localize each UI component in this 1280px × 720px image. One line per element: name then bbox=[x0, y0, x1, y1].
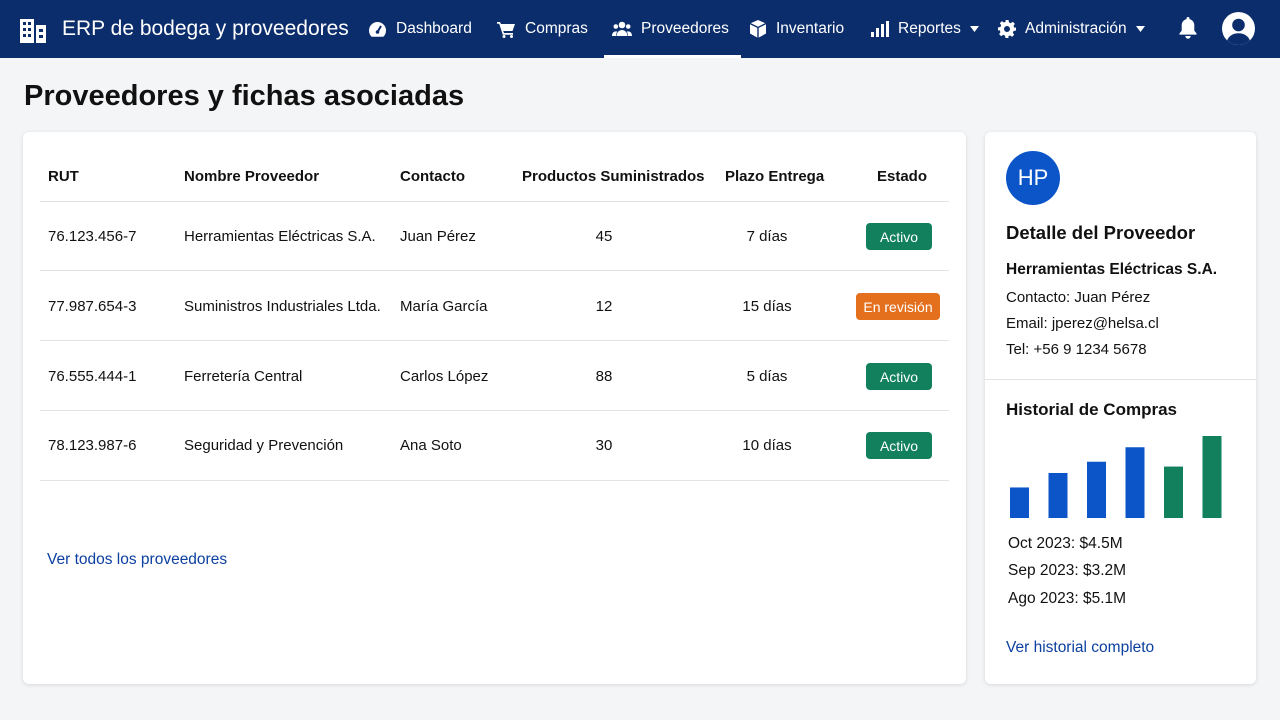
detail-heading: Detalle del Proveedor bbox=[1006, 222, 1196, 243]
status-badge: En revisión bbox=[856, 293, 940, 320]
chart-bar bbox=[1048, 472, 1068, 518]
user-avatar-icon[interactable] bbox=[1222, 12, 1255, 45]
row-divider bbox=[40, 480, 949, 481]
cell-lead-time: 15 días bbox=[742, 298, 792, 315]
history-month: Sep 2023: bbox=[1008, 562, 1079, 579]
chart-bar bbox=[1087, 461, 1106, 518]
top-navbar: ERP de bodega y proveedores Dashboard Co… bbox=[0, 0, 1280, 58]
chart-bar bbox=[1202, 436, 1222, 518]
nav-proveedores[interactable]: Proveedores bbox=[604, 0, 741, 58]
history-entry: Oct 2023: $4.5M bbox=[1008, 535, 1123, 553]
cell-lead-time: 7 días bbox=[746, 228, 788, 245]
chart-bar bbox=[1125, 447, 1145, 518]
nav-compras[interactable]: Compras bbox=[497, 0, 588, 58]
nav-administracion[interactable]: Administración bbox=[998, 0, 1154, 58]
nav-inventario-label: Inventario bbox=[776, 20, 845, 37]
history-month: Oct 2023: bbox=[1008, 535, 1076, 552]
nav-dashboard-label: Dashboard bbox=[396, 20, 472, 37]
brand[interactable]: ERP de bodega y proveedores bbox=[18, 0, 349, 58]
cell-rut: 78.123.987-6 bbox=[48, 437, 137, 454]
divider bbox=[985, 379, 1256, 380]
cell-products: 88 bbox=[595, 368, 613, 385]
purchase-history-chart bbox=[1010, 436, 1222, 518]
detail-contact: Contacto: Juan Pérez bbox=[1006, 289, 1151, 306]
row-divider bbox=[40, 410, 949, 411]
nav-inventario[interactable]: Inventario bbox=[749, 0, 844, 58]
suppliers-table-card bbox=[23, 132, 966, 684]
app-title: ERP de bodega y proveedores bbox=[62, 17, 349, 40]
nav-dashboard[interactable]: Dashboard bbox=[368, 0, 472, 58]
bar-chart-icon bbox=[871, 21, 898, 37]
cell-lead-time: 5 días bbox=[746, 368, 788, 385]
cell-name: Herramientas Eléctricas S.A. bbox=[184, 228, 376, 245]
cell-rut: 76.123.456-7 bbox=[48, 228, 137, 245]
nav-reportes[interactable]: Reportes bbox=[871, 0, 988, 58]
gauge-icon bbox=[368, 21, 396, 38]
history-amount: $3.2M bbox=[1083, 562, 1127, 579]
history-month: Ago 2023: bbox=[1008, 590, 1079, 607]
page-title: Proveedores y fichas asociadas bbox=[24, 80, 465, 112]
cell-products: 12 bbox=[595, 298, 613, 315]
cell-contact: Juan Pérez bbox=[400, 228, 476, 245]
row-divider bbox=[40, 201, 949, 202]
column-header-contact[interactable]: Contacto bbox=[400, 168, 465, 185]
row-divider bbox=[40, 340, 949, 341]
supplier-avatar: HP bbox=[1006, 151, 1060, 205]
detail-supplier-name: Herramientas Eléctricas S.A. bbox=[1006, 261, 1218, 278]
bell-icon[interactable] bbox=[1178, 17, 1198, 44]
cell-name: Ferretería Central bbox=[184, 368, 303, 385]
cell-contact: Ana Soto bbox=[400, 437, 462, 454]
chart-bar bbox=[1164, 466, 1183, 518]
supplier-detail-card bbox=[985, 132, 1256, 684]
detail-phone: Tel: +56 9 1234 5678 bbox=[1006, 341, 1147, 358]
nav-proveedores-label: Proveedores bbox=[641, 20, 729, 37]
view-all-suppliers-link[interactable]: Ver todos los proveedores bbox=[47, 551, 228, 568]
history-amount: $5.1M bbox=[1083, 590, 1127, 607]
cell-name: Seguridad y Prevención bbox=[184, 437, 344, 454]
status-badge: Activo bbox=[866, 363, 932, 390]
history-entry: Sep 2023: $3.2M bbox=[1008, 562, 1126, 580]
users-icon bbox=[612, 21, 641, 37]
cell-rut: 77.987.654-3 bbox=[48, 298, 137, 315]
row-divider bbox=[40, 270, 949, 271]
box-icon bbox=[749, 20, 776, 38]
cell-contact: Carlos López bbox=[400, 368, 489, 385]
column-header-lead-time[interactable]: Plazo Entrega bbox=[725, 168, 825, 185]
column-header-rut[interactable]: RUT bbox=[48, 168, 79, 185]
column-header-name[interactable]: Nombre Proveedor bbox=[184, 168, 320, 185]
gear-icon bbox=[998, 20, 1025, 38]
nav-compras-label: Compras bbox=[525, 20, 588, 37]
status-badge: Activo bbox=[866, 223, 932, 250]
cell-rut: 76.555.444-1 bbox=[48, 368, 137, 385]
cell-lead-time: 10 días bbox=[742, 437, 792, 454]
cell-contact: María García bbox=[400, 298, 488, 315]
history-entry: Ago 2023: $5.1M bbox=[1008, 590, 1126, 608]
nav-administracion-label: Administración bbox=[1025, 20, 1127, 37]
building-icon bbox=[18, 15, 48, 43]
column-header-status[interactable]: Estado bbox=[877, 168, 928, 185]
purchase-history-heading: Historial de Compras bbox=[1006, 400, 1177, 419]
chevron-down-icon bbox=[1135, 26, 1154, 32]
nav-reportes-label: Reportes bbox=[898, 20, 961, 37]
view-full-history-link[interactable]: Ver historial completo bbox=[1006, 639, 1155, 656]
cell-products: 30 bbox=[595, 437, 613, 454]
status-badge: Activo bbox=[866, 432, 932, 459]
cell-products: 45 bbox=[595, 228, 613, 245]
history-amount: $4.5M bbox=[1079, 535, 1123, 552]
detail-email: Email: jperez@helsa.cl bbox=[1006, 315, 1159, 332]
chart-bar bbox=[1010, 487, 1029, 518]
cart-icon bbox=[497, 21, 525, 38]
chevron-down-icon bbox=[969, 26, 988, 32]
cell-name: Suministros Industriales Ltda. bbox=[184, 298, 381, 315]
column-header-products[interactable]: Productos Suministrados bbox=[522, 168, 705, 185]
